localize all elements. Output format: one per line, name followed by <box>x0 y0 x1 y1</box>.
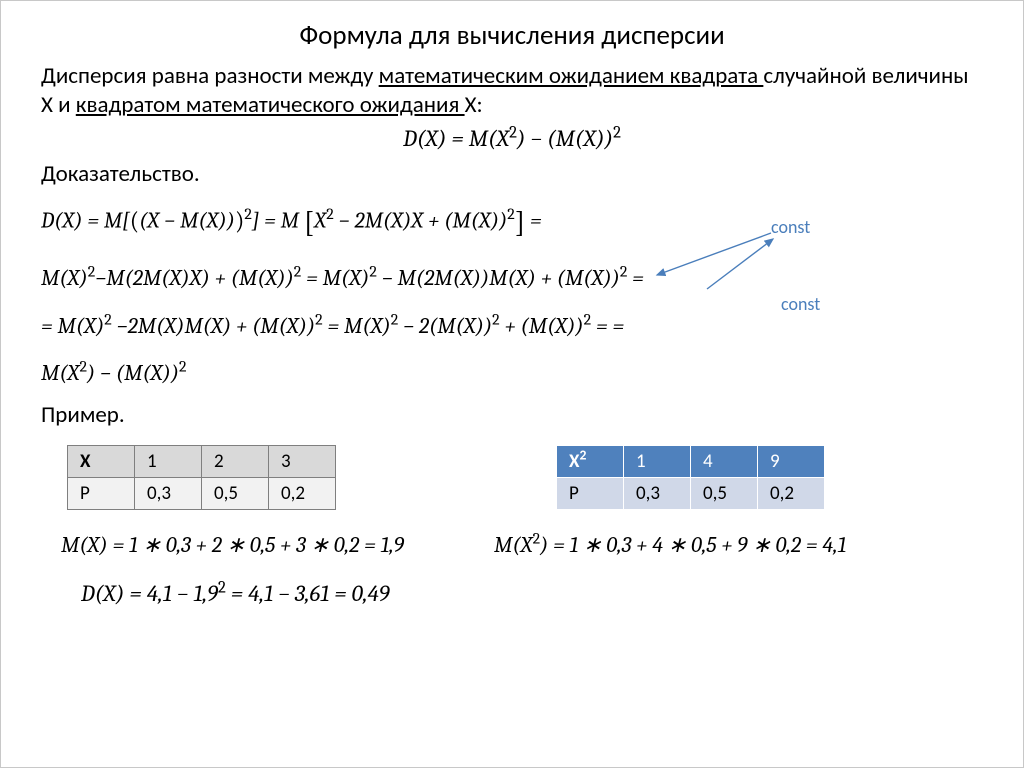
mf-sup1: 2 <box>509 123 517 142</box>
t2-h3: 9 <box>758 445 825 477</box>
const-label-1: const <box>771 216 810 238</box>
proof-line-4: M(X2) − (M(X))2 <box>41 353 983 395</box>
intro-u2: квадратом математического ожидания <box>76 91 465 119</box>
p1b: (X − M(X)) <box>139 208 235 234</box>
p1bs: 2 <box>244 206 251 224</box>
p3a: = M(X) <box>41 313 104 339</box>
p3b: −2M(X)M(X) + (M(X)) <box>112 313 315 339</box>
mx2a: M(X <box>494 532 533 558</box>
t1-h1: 1 <box>135 445 202 477</box>
p3es: 2 <box>584 310 591 328</box>
p3d: − 2(M(X)) <box>398 313 492 339</box>
p3f: = = <box>591 313 624 339</box>
t1-h2: 2 <box>202 445 269 477</box>
proof-line-2: M(X)2−M(2M(X)X) + (M(X))2 = M(X)2 − M(2M… <box>41 258 983 300</box>
t2-r3: 0,2 <box>758 477 825 509</box>
t2-h2: 4 <box>691 445 758 477</box>
table-row: P 0,3 0,5 0,2 <box>68 477 336 509</box>
mx2b: ) = 1 ∗ 0,3 + 4 ∗ 0,5 + 9 ∗ 0,2 = 4,1 <box>540 532 846 558</box>
p3c: = M(X) <box>323 313 391 339</box>
mf-sup2: 2 <box>613 123 621 142</box>
intro-post: X: <box>465 91 483 119</box>
dxs: 2 <box>218 578 226 597</box>
p4b: ) − (M(X)) <box>87 360 179 386</box>
p2d: − M(2M(X))M(X) + (M(X)) <box>377 265 620 291</box>
slide-title: Формула для вычисления дисперсии <box>41 19 983 52</box>
table-row: X2 1 4 9 <box>557 445 825 477</box>
p2cs: 2 <box>369 262 376 280</box>
p4as: 2 <box>80 358 87 376</box>
mx2s: 2 <box>533 529 540 547</box>
table-row: X 1 2 3 <box>68 445 336 477</box>
slide: Формула для вычисления дисперсии Дисперс… <box>0 0 1024 768</box>
p1a: D(X) = M[ <box>41 208 130 234</box>
proof-line-1: D(X) = M[((X − M(X)))2] = M [X2 − 2M(X)X… <box>41 195 983 251</box>
t2-r2: 0,5 <box>691 477 758 509</box>
t2-h0: X2 <box>557 445 624 477</box>
p1ds: 2 <box>326 206 333 224</box>
mf-1: D(X) = M(X <box>403 125 509 152</box>
p2e: = <box>627 265 644 291</box>
proof-label: Доказательство. <box>41 160 983 189</box>
t2-h1: 1 <box>624 445 691 477</box>
intro-pre: Дисперсия равна разности между <box>41 62 379 90</box>
table-row: P 0,3 0,5 0,2 <box>557 477 825 509</box>
t1-h3: 3 <box>269 445 336 477</box>
p1e: − 2M(X)X + (M(X)) <box>334 208 508 234</box>
dxb: = 4,1 − 3,61 = 0,49 <box>226 580 390 607</box>
intro-u1: математическим ожиданием квадрата <box>379 62 764 90</box>
p4a: M(X <box>41 360 80 386</box>
p2b: −M(2M(X)X) + (M(X)) <box>95 265 294 291</box>
p3as: 2 <box>104 310 111 328</box>
main-formula: D(X) = M(X2) − (M(X))2 <box>41 125 983 152</box>
dxa: D(X) = 4,1 − 1,9 <box>81 580 218 607</box>
t2-r0: P <box>557 477 624 509</box>
p2c: = M(X) <box>301 265 369 291</box>
intro-text: Дисперсия равна разности между математич… <box>41 62 983 121</box>
t2-r1: 0,3 <box>624 477 691 509</box>
p2a: M(X) <box>41 265 88 291</box>
proof-line-3: = M(X)2 −2M(X)M(X) + (M(X))2 = M(X)2 − 2… <box>41 306 983 348</box>
calc-row-1: M(X) = 1 ∗ 0,3 + 2 ∗ 0,5 + 3 ∗ 0,2 = 1,9… <box>41 532 983 558</box>
t1-r0: P <box>68 477 135 509</box>
mf-2: ) − (M(X)) <box>517 125 613 152</box>
t1-r3: 0,2 <box>269 477 336 509</box>
calc-mx: M(X) = 1 ∗ 0,3 + 2 ∗ 0,5 + 3 ∗ 0,2 = 1,9 <box>61 532 404 558</box>
p1es: 2 <box>507 206 514 224</box>
p1g: = <box>525 208 542 234</box>
calc-mx2: M(X2) = 1 ∗ 0,3 + 4 ∗ 0,5 + 9 ∗ 0,2 = 4,… <box>494 532 846 558</box>
const-label-2: const <box>781 293 820 315</box>
table-x: X 1 2 3 P 0,3 0,5 0,2 <box>67 445 336 510</box>
example-label: Пример. <box>41 401 983 430</box>
table-x2: X2 1 4 9 P 0,3 0,5 0,2 <box>556 445 825 510</box>
proof-block: D(X) = M[((X − M(X)))2] = M [X2 − 2M(X)X… <box>41 195 983 395</box>
t1-r1: 0,3 <box>135 477 202 509</box>
p4bs: 2 <box>179 358 186 376</box>
calc-dx: D(X) = 4,1 − 1,92 = 4,1 − 3,61 = 0,49 <box>81 580 983 607</box>
p1c: ] = M <box>252 208 299 234</box>
p3bs: 2 <box>315 310 322 328</box>
t1-r2: 0,5 <box>202 477 269 509</box>
t2-hl: X <box>569 450 579 473</box>
p3ds: 2 <box>492 310 499 328</box>
t1-h0: X <box>68 445 135 477</box>
tables-row: X 1 2 3 P 0,3 0,5 0,2 X2 1 4 9 P 0,3 <box>67 445 983 510</box>
t2-hs: 2 <box>579 446 586 463</box>
p3e: + (M(X)) <box>500 313 584 339</box>
